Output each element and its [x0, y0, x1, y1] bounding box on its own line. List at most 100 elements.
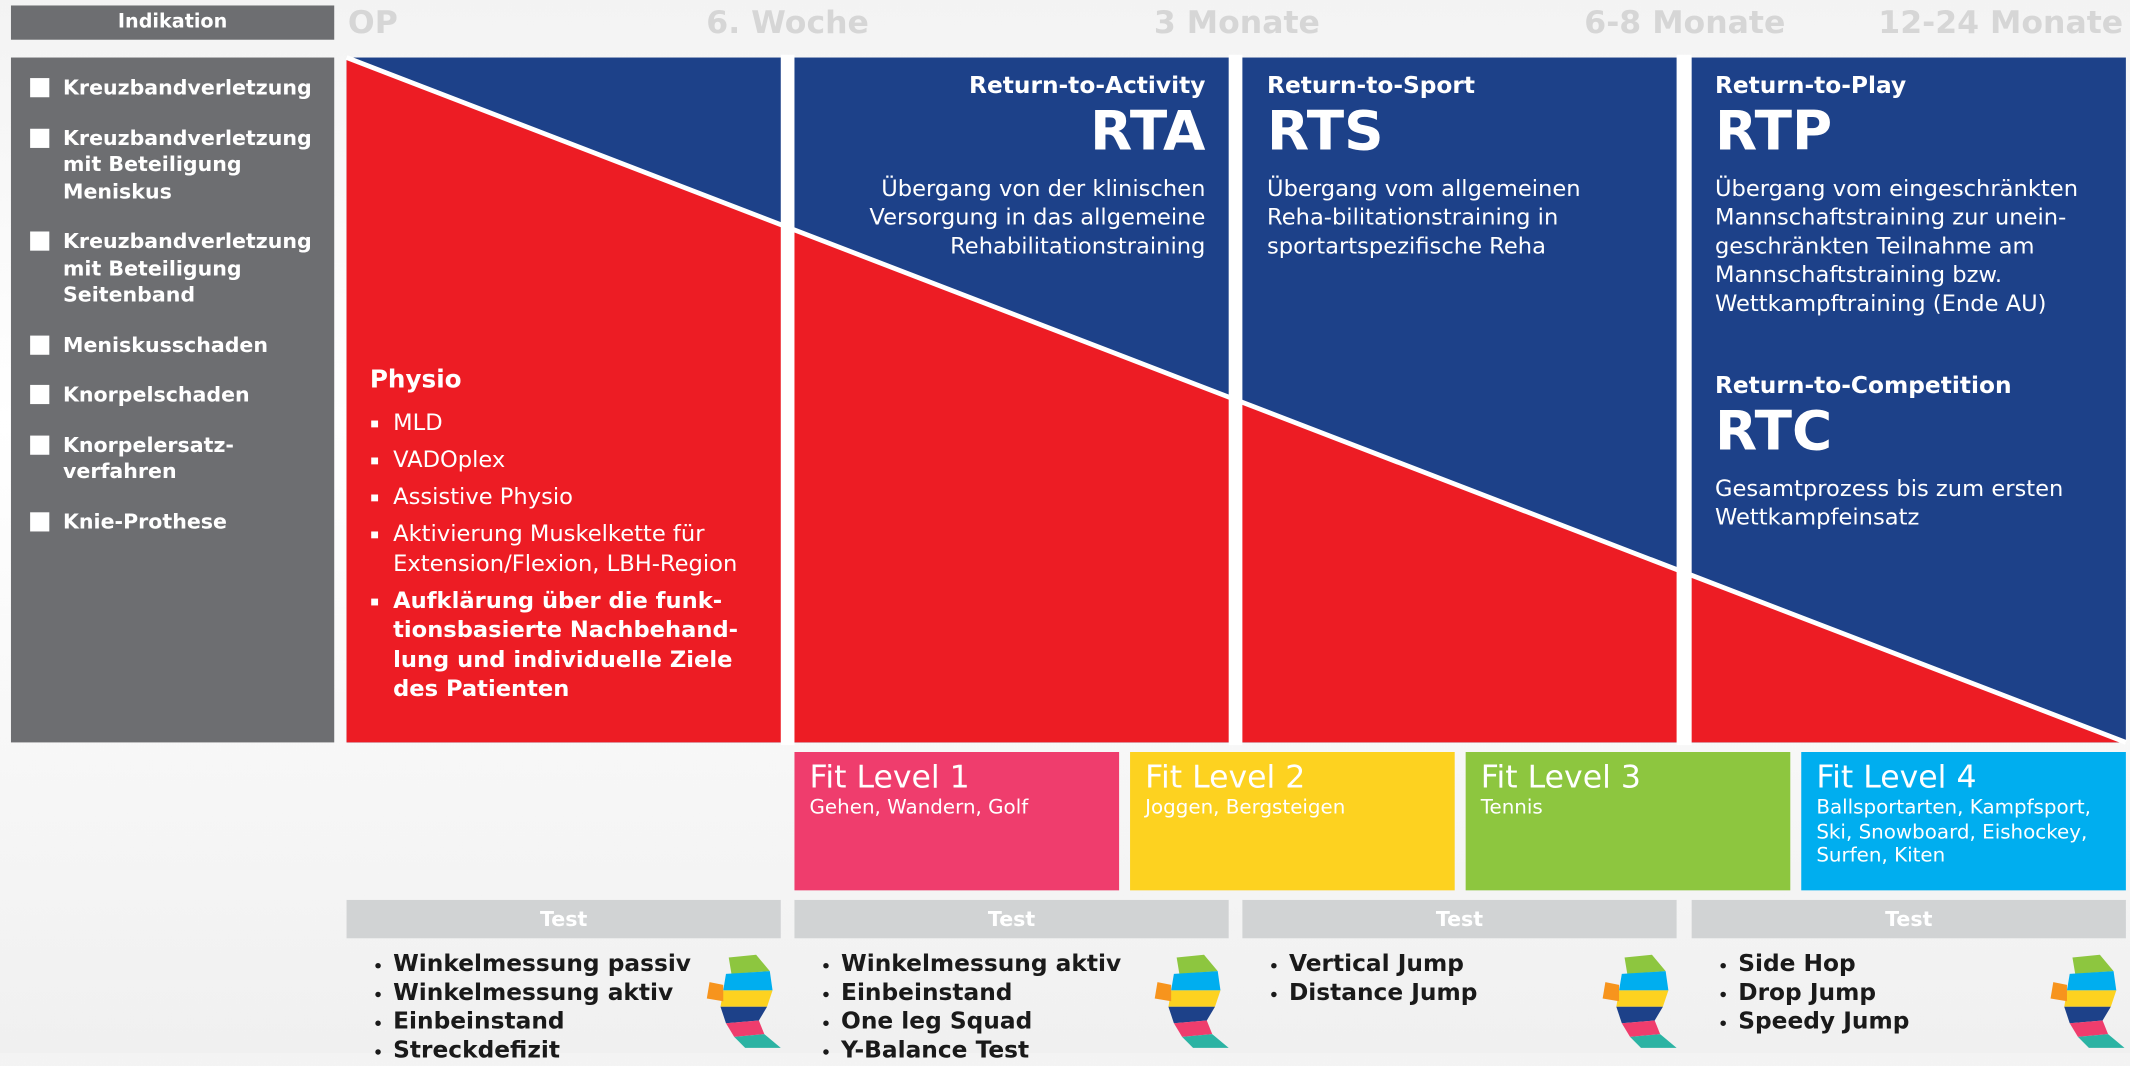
- phase-line: sportartspezifische Reha: [1267, 231, 1678, 260]
- indication-item: Knie-Prothese: [30, 509, 334, 536]
- phase-abbr: RTP: [1715, 101, 2126, 161]
- fit-level-line: Surfen, Kiten: [1816, 845, 2111, 869]
- test-item-text: Streckdefizit: [393, 1037, 560, 1064]
- indication-line: Seitenband: [63, 282, 334, 309]
- bullet: [371, 421, 378, 428]
- test-item-text: Drop Jump: [1738, 979, 1876, 1006]
- indication-line: mit Beteiligung: [63, 152, 334, 179]
- physio-item: Aktivierung Muskelkette fürExtension/Fle…: [370, 519, 767, 578]
- bullet: [375, 992, 380, 997]
- fit-level-line: Gehen, Wandern, Golf: [810, 797, 1105, 821]
- test-header: Test: [794, 900, 1228, 938]
- test-item: Winkelmessung aktiv: [374, 979, 730, 1008]
- physio-line: Aufklärung über die funk-: [393, 586, 767, 615]
- checkbox: [30, 128, 49, 147]
- indication-line: Meniskus: [63, 179, 334, 206]
- checkbox: [30, 435, 49, 454]
- bullet: [1271, 992, 1276, 997]
- test-item-text: One leg Squad: [841, 1008, 1032, 1035]
- test-item: Winkelmessung passiv: [374, 951, 730, 980]
- test-item-text: Winkelmessung passiv: [393, 951, 691, 978]
- physio-line: Extension/Flexion, LBH-Region: [393, 549, 767, 578]
- checkbox: [30, 231, 49, 250]
- physio-item: Assistive Physio: [370, 482, 767, 511]
- phase-line: Rehabilitationstraining: [794, 231, 1205, 260]
- fit-level-line: Joggen, Bergsteigen: [1145, 797, 1440, 821]
- fit-level-text: Gehen, Wandern, Golf: [810, 797, 1105, 821]
- timeline-label: OP: [348, 4, 398, 42]
- test-item: One leg Squad: [822, 1008, 1178, 1037]
- indication-line: Kreuzbandverletzung: [63, 75, 334, 102]
- test-header: Test: [1242, 900, 1676, 938]
- fit-level-text: Joggen, Bergsteigen: [1145, 797, 1440, 821]
- test-list: Winkelmessung aktivEinbeinstandOne leg S…: [822, 951, 1178, 1066]
- bullet: [371, 531, 378, 538]
- test-list: Side HopDrop JumpSpeedy Jump: [1719, 951, 2075, 1037]
- indication-line: mit Beteiligung: [63, 255, 334, 282]
- fit-level-line: Ballsportarten, Kampfsport,: [1816, 797, 2111, 821]
- phase-subtitle: Return-to-Sport: [1267, 71, 1678, 101]
- physio-item: VADOplex: [370, 445, 767, 474]
- physio-line: tionsbasierte Nachbehand-: [393, 615, 767, 644]
- test-item-text: Side Hop: [1738, 951, 1855, 978]
- test-header: Test: [347, 900, 781, 938]
- bullet: [1271, 963, 1276, 968]
- test-item: Distance Jump: [1270, 979, 1626, 1008]
- fit-level-line: Tennis: [1481, 797, 1776, 821]
- checkbox: [30, 385, 49, 404]
- fit-level-text: Ballsportarten, Kampfsport,Ski, Snowboar…: [1816, 797, 2111, 869]
- indication-item: Knorpelersatz-verfahren: [30, 432, 334, 485]
- phase-line: Übergang vom allgemeinen: [1267, 174, 1678, 203]
- test-item-text: Vertical Jump: [1289, 951, 1464, 978]
- physio-line: Assistive Physio: [393, 482, 767, 511]
- phase-line: geschränkten Teilnahme am: [1715, 231, 2126, 260]
- physio-line: des Patienten: [393, 674, 767, 703]
- bullet: [371, 458, 378, 465]
- bullet: [375, 1049, 380, 1054]
- page: Indikation KreuzbandverletzungKreuzbandv…: [0, 0, 2130, 1053]
- phase-line: Mannschaftstraining zur unein-: [1715, 203, 2126, 232]
- phase-line: Gesamtprozess bis zum ersten: [1715, 474, 2126, 503]
- checkbox: [30, 78, 49, 97]
- fit-level-text: Tennis: [1481, 797, 1776, 821]
- bullet: [823, 1049, 828, 1054]
- phase-line: Wettkampftraining (Ende AU): [1715, 289, 2126, 318]
- physio-item-bold: Aufklärung über die funk-tionsbasierte N…: [370, 586, 767, 704]
- phase-text: Übergang von der klinischenVersorgung in…: [794, 174, 1205, 260]
- bullet: [823, 963, 828, 968]
- phase-subtitle: Return-to-Play: [1715, 71, 2126, 101]
- infographic: Indikation KreuzbandverletzungKreuzbandv…: [0, 0, 2130, 1053]
- test-item-text: Winkelmessung aktiv: [393, 979, 673, 1006]
- phase-line: Mannschaftstraining bzw.: [1715, 260, 2126, 289]
- indication-line: Kreuzbandverletzung: [63, 229, 334, 256]
- indication-header: Indikation: [11, 5, 334, 39]
- fit-level-line: Ski, Snowboard, Eishockey,: [1816, 821, 2111, 845]
- test-item: Side Hop: [1719, 951, 2075, 980]
- test-item: Y-Balance Test: [822, 1037, 1178, 1066]
- physio-item: MLD: [370, 408, 767, 437]
- fit-level-title: Fit Level 3: [1481, 760, 1776, 797]
- phase-block: Return-to-CompetitionRTCGesamtprozess bi…: [1715, 371, 2126, 531]
- indication-item: Meniskusschaden: [30, 332, 334, 359]
- test-item: Einbeinstand: [822, 979, 1178, 1008]
- bullet: [823, 992, 828, 997]
- bullet: [1720, 1020, 1725, 1025]
- phase-subtitle: Return-to-Competition: [1715, 371, 2126, 401]
- timeline-label: 3 Monate: [1154, 4, 1320, 42]
- phase-line: Übergang vom eingeschränkten: [1715, 174, 2126, 203]
- checkbox: [30, 335, 49, 354]
- test-item-text: Winkelmessung aktiv: [841, 951, 1121, 978]
- indication-line: verfahren: [63, 459, 334, 486]
- timeline-label: 12-24 Monate: [1878, 4, 2123, 42]
- bullet: [823, 1020, 828, 1025]
- test-item: Drop Jump: [1719, 979, 2075, 1008]
- indication-item: Kreuzbandverletzung: [30, 75, 334, 102]
- phase-line: Übergang von der klinischen: [794, 174, 1205, 203]
- indication-line: Meniskusschaden: [63, 332, 334, 359]
- bullet: [371, 598, 378, 605]
- test-item: Vertical Jump: [1270, 951, 1626, 980]
